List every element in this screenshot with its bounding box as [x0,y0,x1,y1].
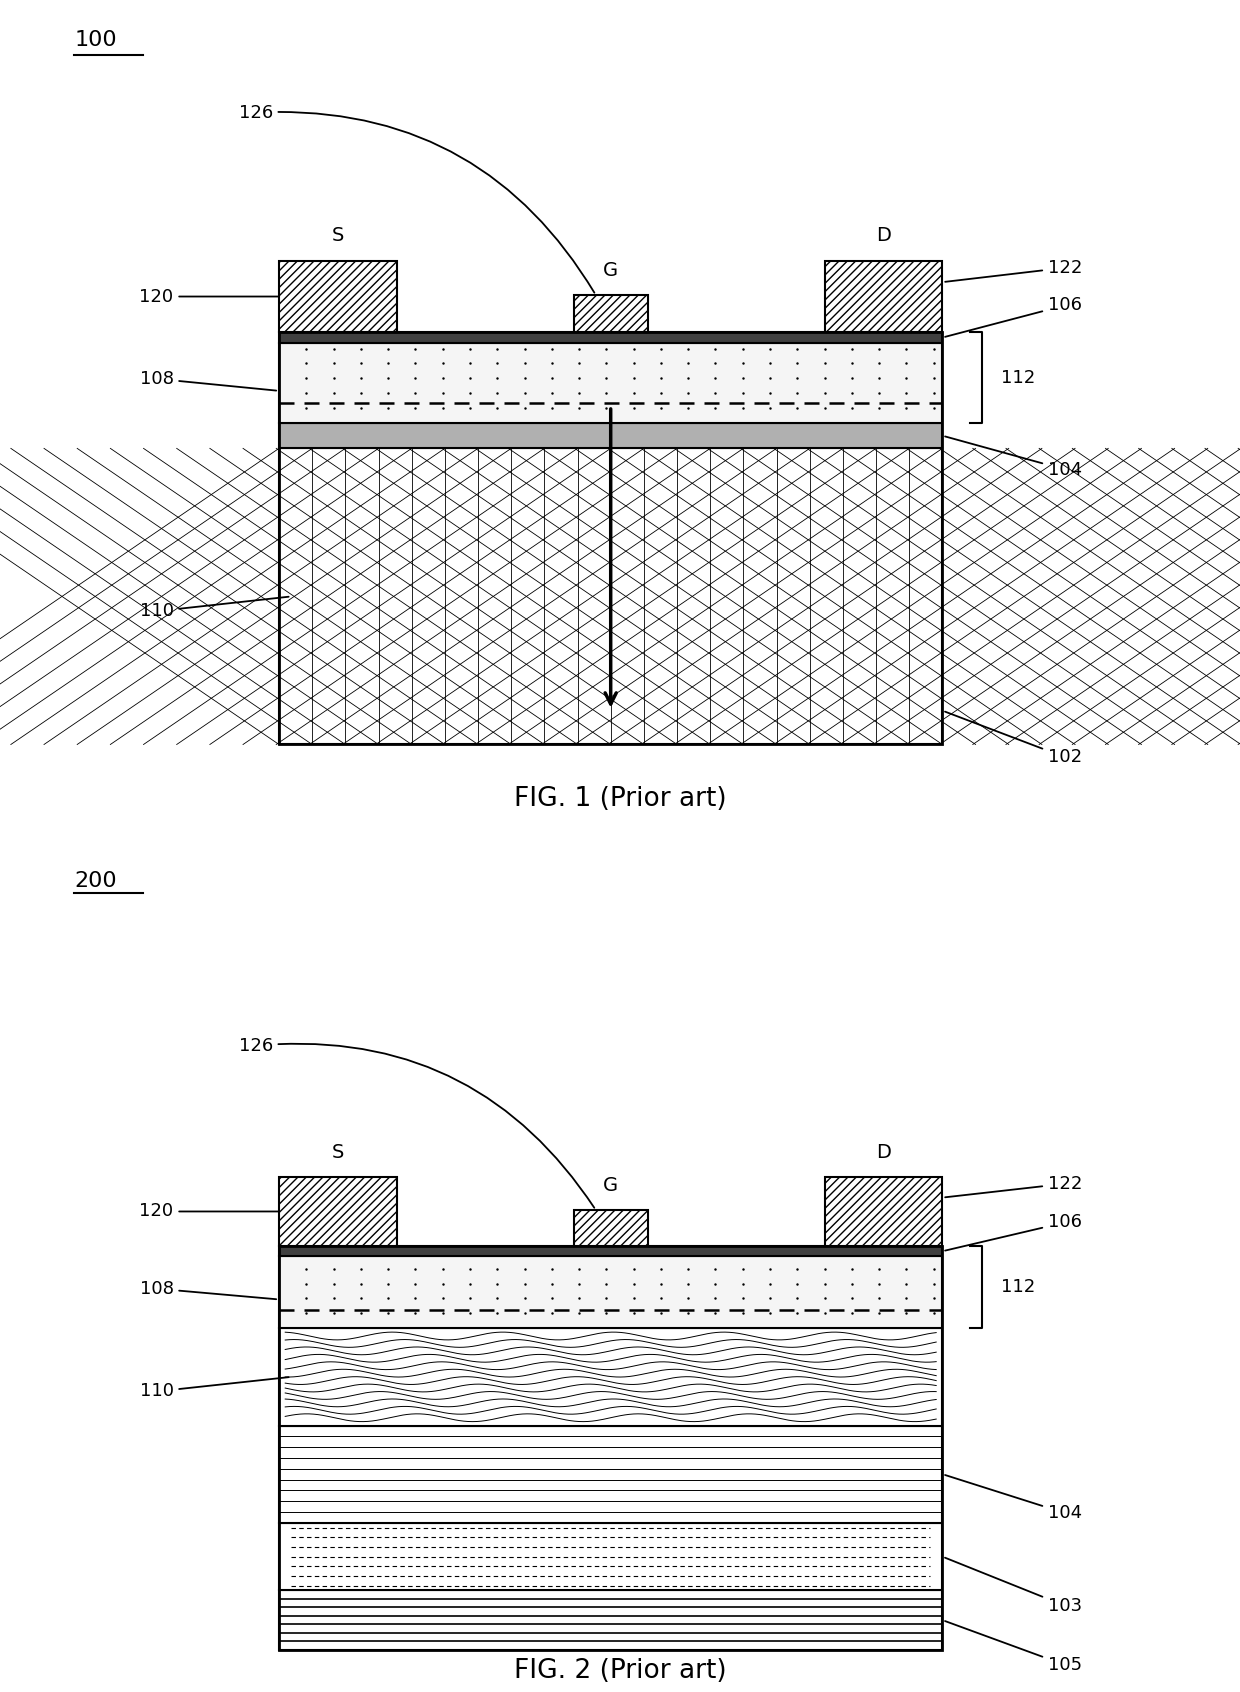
Text: 120: 120 [139,288,371,306]
Bar [279,1425,942,1523]
Bar [279,1245,942,1255]
Text: 122: 122 [945,1174,1083,1198]
Text: 104: 104 [945,1475,1083,1523]
Text: 106: 106 [945,1213,1081,1250]
Text: D: D [877,227,890,245]
Text: 105: 105 [945,1621,1083,1673]
Text: 108: 108 [140,1279,277,1299]
Text: 100: 100 [74,29,117,49]
Text: S: S [332,227,343,245]
Text: 110: 110 [140,597,289,621]
Text: 112: 112 [1001,369,1035,387]
Bar [573,294,647,333]
Text: G: G [603,261,619,279]
Bar [279,343,942,423]
Text: 200: 200 [74,871,117,892]
Text: G: G [603,1176,619,1195]
Bar [825,1178,942,1245]
Text: 108: 108 [140,371,277,391]
Bar [279,1523,942,1590]
Bar [825,261,942,333]
Text: S: S [332,1142,343,1161]
Text: D: D [877,1142,890,1161]
Bar [279,1178,397,1245]
Bar [279,261,397,333]
Text: 103: 103 [945,1558,1083,1614]
Text: 112: 112 [1001,1277,1035,1296]
Bar [279,423,942,448]
Bar [279,1590,942,1650]
Text: 122: 122 [945,259,1083,283]
Text: FIG. 1 (Prior art): FIG. 1 (Prior art) [513,787,727,812]
Text: 102: 102 [945,712,1083,766]
Bar [279,448,942,744]
Text: 126: 126 [238,103,594,293]
Text: 104: 104 [945,437,1083,479]
Bar [279,333,942,343]
Text: 110: 110 [140,1377,289,1401]
Text: 106: 106 [945,296,1081,337]
Bar [279,1245,942,1650]
Text: 120: 120 [139,1203,371,1220]
Bar [279,1255,942,1328]
Text: 126: 126 [238,1037,594,1208]
Text: FIG. 2 (Prior art): FIG. 2 (Prior art) [513,1658,727,1684]
Bar [279,333,942,744]
Bar [573,1210,647,1245]
Bar [279,1328,942,1425]
